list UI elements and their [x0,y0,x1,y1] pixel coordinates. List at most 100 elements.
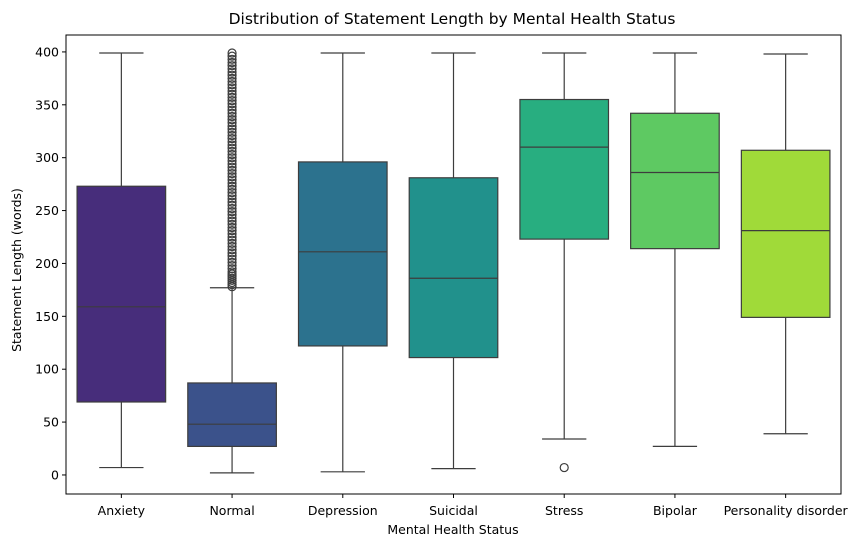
outlier-point [227,181,237,191]
outlier-point [227,200,237,210]
outlier-point [227,67,237,77]
y-axis: 0 50 100 150 200 250 300 350 400 [35,44,66,482]
outlier-point [227,254,237,264]
y-tick-label: 350 [35,97,59,112]
y-tick-label: 150 [35,309,59,324]
y-tick-label: 400 [35,44,59,59]
x-tick-label: Depression [308,503,378,518]
outlier-point [227,153,237,163]
outlier-point [227,162,237,172]
outlier-point [227,207,237,217]
iqr-box [187,382,277,448]
outlier-point [227,48,237,58]
outlier-point [227,149,237,160]
iqr-box [740,149,831,318]
outlier-point [227,108,237,118]
x-tick-label: Personality disorder [724,503,849,518]
outlier-point [227,99,237,109]
outlier-point [227,95,237,106]
outlier-point [227,197,237,207]
outlier-point [227,175,237,185]
outlier-point [227,178,237,188]
outlier-point [227,83,237,93]
outlier-point [227,194,237,204]
iqr-box [519,98,610,240]
outlier-point [227,140,237,150]
outlier-point [227,241,237,252]
outlier-point [227,264,237,274]
outlier-point [227,64,237,74]
outlier-point [227,165,237,175]
box-suicidal [408,52,499,470]
y-tick-label: 250 [35,203,59,218]
outlier-point [227,143,237,153]
outlier-point [227,134,237,144]
outlier-point [227,187,237,198]
y-tick-label: 200 [35,256,59,271]
outlier-point [227,222,237,233]
outlier-point [227,219,237,229]
y-tick-label: 50 [43,415,59,430]
y-tick-label: 100 [35,362,59,377]
outlier-point [227,156,237,166]
outlier-point [227,226,237,236]
outlier-point [227,159,237,169]
outlier-point [227,257,237,267]
outlier-point [227,238,237,248]
outlier-point [227,232,237,242]
outlier-point [227,191,237,201]
outlier-point [227,146,237,156]
outlier-point [227,51,237,61]
iqr-box [408,177,499,359]
x-axis-label: Mental Health Status [387,522,518,537]
y-tick-label: 300 [35,150,59,165]
outlier-point [227,76,237,87]
outlier-point [227,61,237,71]
outlier-point [227,210,237,220]
outlier-point [227,80,237,90]
outlier-point [227,184,237,195]
outlier-point [227,102,237,112]
outlier-point [227,115,237,125]
x-tick-label: Anxiety [98,503,146,518]
box-depression [297,52,388,473]
chart-title: Distribution of Statement Length by Ment… [229,10,676,28]
outlier-point [227,111,237,122]
outlier-point [559,462,569,473]
iqr-box [630,112,720,250]
outlier-point [227,124,237,134]
box-bipolar [630,52,720,448]
outlier-point [227,70,237,80]
plot-area [76,48,831,474]
outlier-point [227,121,237,131]
outlier-point [227,92,237,102]
outlier-point [227,267,237,277]
outlier-point [227,137,237,147]
outlier-point [227,86,237,96]
outlier-point [227,245,237,255]
outlier-point [227,73,237,83]
outlier-point [227,127,237,137]
x-tick-label: Normal [209,503,254,518]
outlier-point [227,89,237,99]
outlier-point [227,216,237,226]
outlier-point [227,229,237,239]
iqr-box [297,161,388,347]
outlier-point [227,118,237,128]
outlier-point [227,54,237,64]
outlier-point [227,251,237,261]
outlier-point [227,172,237,182]
outlier-point [227,203,237,214]
box-normal [187,48,277,474]
x-tick-label: Bipolar [653,503,698,518]
outlier-point [227,57,237,68]
box-anxiety [76,52,167,469]
outlier-point [227,130,237,141]
outlier-point [227,260,237,271]
outlier-point [227,235,237,245]
x-tick-label: Suicidal [429,503,478,518]
y-tick-label: 0 [51,467,59,482]
x-axis: Anxiety Normal Depression Suicidal Stress Bip… [98,494,849,518]
y-axis-label: Statement Length (words) [9,188,24,352]
